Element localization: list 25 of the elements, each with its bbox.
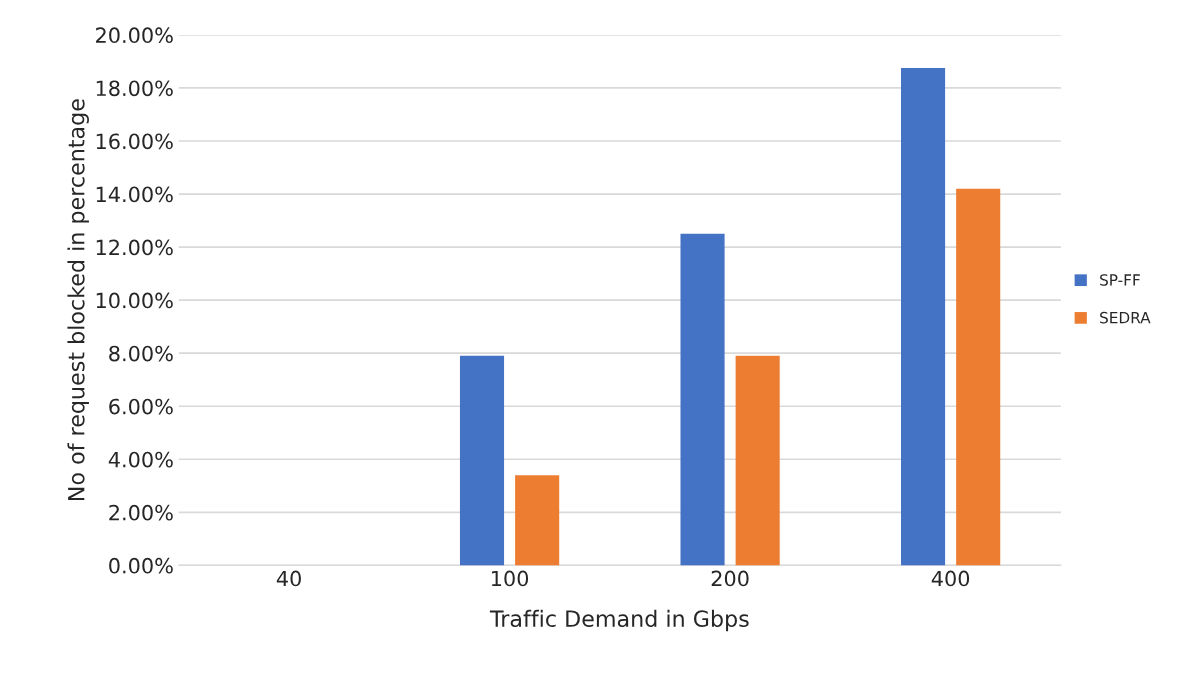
x-tick-label: 200 bbox=[711, 570, 749, 587]
bar bbox=[901, 68, 946, 566]
x-tick-label: 40 bbox=[276, 570, 301, 587]
bar bbox=[735, 355, 780, 566]
y-tick-label: 12.00% bbox=[96, 239, 173, 256]
bar bbox=[515, 475, 560, 566]
bar bbox=[459, 355, 505, 566]
x-tick-label: 400 bbox=[931, 570, 970, 587]
y-tick-label: 18.00% bbox=[96, 80, 173, 97]
y-tick-label: 2.00% bbox=[109, 504, 173, 521]
y-tick-label: 4.00% bbox=[108, 451, 173, 468]
y-tick-label: 20.00% bbox=[96, 27, 173, 44]
y-tick-label: 8.00% bbox=[109, 345, 173, 362]
legend-label: SEDRA bbox=[1100, 311, 1151, 324]
bar bbox=[956, 188, 1001, 566]
bar bbox=[680, 233, 725, 566]
y-tick-label: 16.00% bbox=[96, 133, 173, 150]
x-axis-title: Traffic Demand in Gbps bbox=[489, 609, 749, 632]
y-tick-label: 14.00% bbox=[96, 186, 173, 203]
y-tick-label: 6.00% bbox=[109, 398, 173, 415]
y-tick-label: 10.00% bbox=[96, 292, 173, 309]
x-tick-label: 100 bbox=[491, 570, 529, 587]
y-axis-title: No of request blocked in percentage bbox=[67, 99, 89, 501]
legend-label: SP-FF bbox=[1100, 274, 1140, 286]
y-tick-label: 0.00% bbox=[109, 557, 173, 574]
